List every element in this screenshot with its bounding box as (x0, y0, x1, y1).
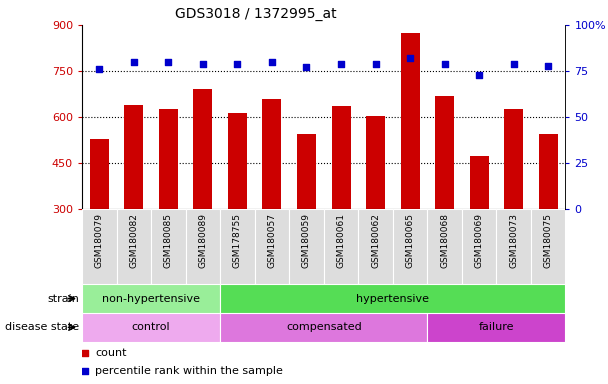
Text: GSM180069: GSM180069 (475, 213, 483, 268)
Point (198, 61, 208, 67)
Point (405, 55, 415, 61)
Bar (531, 209, 565, 284)
Point (474, 72, 484, 78)
Point (94, 66, 104, 72)
Bar (220, 209, 255, 284)
Bar (393, 209, 427, 284)
Text: GSM180062: GSM180062 (371, 213, 380, 268)
Bar (193, 89, 212, 209)
Bar (469, 156, 489, 209)
Text: GSM180089: GSM180089 (198, 213, 207, 268)
Text: strain: strain (47, 293, 79, 304)
Text: GSM180065: GSM180065 (406, 213, 415, 268)
Bar (427, 313, 565, 342)
Point (371, 61, 381, 67)
Bar (496, 209, 531, 284)
Point (509, 61, 519, 67)
Point (80, 350, 90, 356)
Text: compensated: compensated (286, 322, 362, 333)
Text: GDS3018 / 1372995_at: GDS3018 / 1372995_at (174, 7, 336, 21)
Text: failure: failure (478, 322, 514, 333)
Bar (185, 209, 220, 284)
Bar (220, 313, 427, 342)
Bar (435, 96, 454, 209)
Text: GSM180068: GSM180068 (440, 213, 449, 268)
Text: non-hypertensive: non-hypertensive (102, 293, 200, 304)
Text: GSM180075: GSM180075 (544, 213, 553, 268)
Point (233, 61, 243, 67)
Bar (159, 109, 178, 209)
Point (302, 64, 311, 70)
Text: GSM180059: GSM180059 (302, 213, 311, 268)
Bar (331, 106, 351, 209)
Bar (401, 33, 420, 209)
Point (164, 59, 173, 65)
Text: GSM180057: GSM180057 (268, 213, 277, 268)
Bar (427, 209, 462, 284)
Bar (539, 134, 558, 209)
Point (544, 63, 553, 69)
Bar (117, 209, 151, 284)
Point (129, 59, 139, 65)
Bar (82, 209, 117, 284)
Bar (462, 209, 496, 284)
Bar (90, 139, 109, 209)
Bar (297, 134, 316, 209)
Bar (228, 113, 247, 209)
Text: GSM178755: GSM178755 (233, 213, 242, 268)
Point (336, 61, 346, 67)
Bar (358, 209, 393, 284)
Text: disease state: disease state (5, 322, 79, 333)
Bar (366, 116, 385, 209)
Bar (82, 313, 220, 342)
Text: GSM180079: GSM180079 (95, 213, 104, 268)
Bar (323, 209, 358, 284)
Text: control: control (132, 322, 170, 333)
Point (440, 61, 449, 67)
Text: GSM180082: GSM180082 (130, 213, 139, 268)
Text: GSM180085: GSM180085 (164, 213, 173, 268)
Text: count: count (95, 348, 126, 358)
Point (80, 368, 90, 374)
Text: percentile rank within the sample: percentile rank within the sample (95, 366, 283, 376)
Bar (82, 284, 220, 313)
Bar (151, 209, 185, 284)
Bar (289, 209, 323, 284)
Bar (220, 284, 565, 313)
Bar (504, 109, 523, 209)
Point (267, 59, 277, 65)
Bar (255, 209, 289, 284)
Text: GSM180073: GSM180073 (509, 213, 518, 268)
Bar (125, 105, 143, 209)
Text: hypertensive: hypertensive (356, 293, 429, 304)
Bar (263, 99, 282, 209)
Text: GSM180061: GSM180061 (336, 213, 345, 268)
